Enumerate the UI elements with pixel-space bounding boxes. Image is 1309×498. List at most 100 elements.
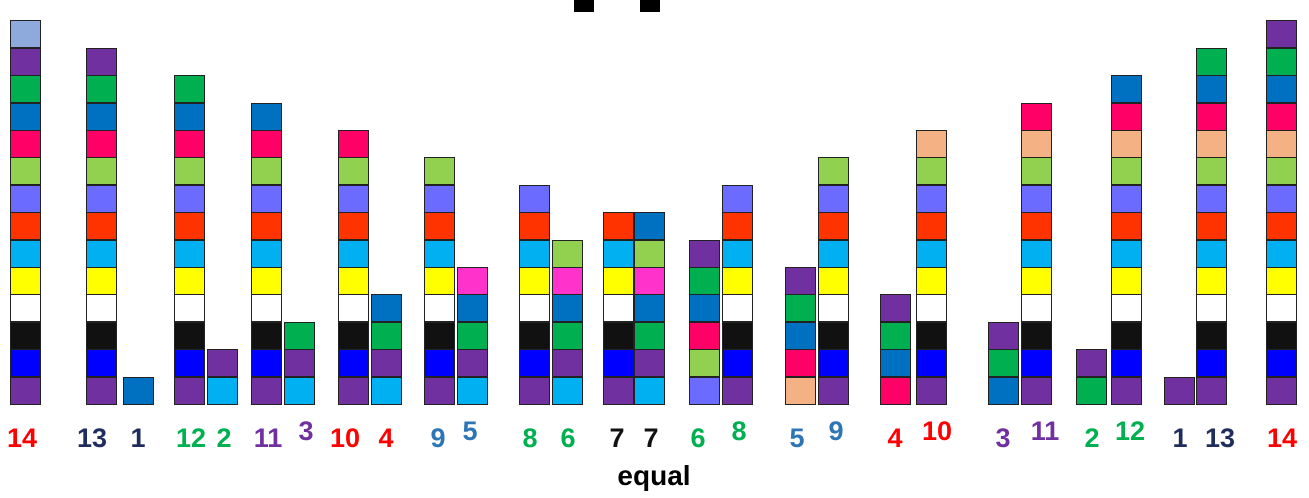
block-black	[1111, 321, 1142, 350]
block-periwinkle	[1021, 184, 1052, 213]
block-periwinkle	[1266, 184, 1297, 213]
block-green	[785, 294, 816, 323]
block-black	[338, 321, 369, 350]
block-blue	[1021, 349, 1052, 378]
stack-label: 4	[887, 423, 903, 453]
block-magenta	[634, 267, 665, 295]
block-periwinkle	[174, 184, 205, 213]
block-periwinkle	[10, 184, 41, 213]
block-red	[1196, 212, 1227, 241]
block-lightgreen	[338, 157, 369, 186]
block-white	[818, 294, 849, 323]
block-green	[689, 267, 720, 295]
block-cyan	[603, 239, 634, 268]
block-purple	[916, 376, 947, 405]
block-periwinkle	[519, 184, 550, 213]
block-blue	[818, 349, 849, 378]
block-black	[251, 321, 282, 350]
block-purple	[1164, 376, 1195, 405]
stack-label: 11	[253, 423, 283, 453]
block-black	[1266, 321, 1297, 350]
block-cyan	[371, 376, 402, 405]
block-lightgreen	[916, 157, 947, 186]
block-steelblue	[371, 294, 402, 323]
block-lightgreen	[634, 239, 665, 268]
block-purple	[988, 321, 1019, 350]
block-lightgreen	[251, 157, 282, 186]
block-pink	[689, 321, 720, 350]
stack-label: 5	[462, 416, 478, 446]
block-periwinkle	[86, 184, 117, 213]
block-black	[722, 321, 753, 350]
block-green	[1266, 47, 1297, 76]
block-purple	[552, 349, 583, 378]
block-purple	[519, 376, 550, 405]
block-purple	[603, 376, 634, 405]
block-lightgreen	[1196, 157, 1227, 186]
block-black	[10, 321, 41, 350]
block-purple	[785, 267, 816, 295]
block-black	[603, 321, 634, 350]
block-green	[880, 321, 911, 350]
block-lightgreen	[818, 157, 849, 186]
block-red	[424, 212, 455, 241]
block-purple	[1111, 376, 1142, 405]
block-pink	[174, 130, 205, 158]
block-steelblue	[174, 102, 205, 131]
stack-label: 8	[731, 416, 747, 446]
block-steelblue	[552, 294, 583, 323]
stack-label: 9	[828, 416, 844, 446]
block-white	[86, 294, 117, 323]
block-yellow	[86, 267, 117, 295]
stack-label: 10	[329, 423, 361, 453]
stack-label: 2	[1084, 423, 1100, 453]
block-purple	[207, 349, 238, 378]
block-yellow	[338, 267, 369, 295]
stack-label: 8	[522, 423, 538, 453]
block-pink	[1021, 102, 1052, 131]
block-yellow	[251, 267, 282, 295]
block-blue	[519, 349, 550, 378]
block-purple	[1266, 376, 1297, 405]
block-purple	[251, 376, 282, 405]
block-periwinkle	[689, 376, 720, 405]
block-white	[338, 294, 369, 323]
stack-label: 4	[378, 423, 394, 453]
block-yellow	[722, 267, 753, 295]
block-yellow	[1021, 267, 1052, 295]
block-lightgreen	[552, 239, 583, 268]
block-steelblue	[86, 102, 117, 131]
title-fragment-right	[640, 0, 660, 12]
block-black	[519, 321, 550, 350]
block-pink	[10, 130, 41, 158]
block-black	[1021, 321, 1052, 350]
block-steelblue	[251, 102, 282, 131]
block-cyan	[916, 239, 947, 268]
block-black	[916, 321, 947, 350]
block-purple	[284, 349, 315, 378]
block-red	[722, 212, 753, 241]
block-green	[552, 321, 583, 350]
block-purple	[634, 349, 665, 378]
block-lightblue	[10, 20, 41, 49]
block-pink	[86, 130, 117, 158]
block-white	[424, 294, 455, 323]
block-purple	[86, 376, 117, 405]
block-cyan	[284, 376, 315, 405]
block-red	[174, 212, 205, 241]
block-blue	[722, 349, 753, 378]
block-pink	[251, 130, 282, 158]
block-periwinkle	[424, 184, 455, 213]
block-peach	[916, 130, 947, 158]
stack-label: 9	[430, 423, 446, 453]
block-periwinkle	[722, 184, 753, 213]
block-black	[1196, 321, 1227, 350]
block-pink	[1266, 102, 1297, 131]
stack-label: 14	[1266, 423, 1298, 453]
stack-label: 5	[789, 423, 805, 453]
block-purple	[174, 376, 205, 405]
block-blue	[916, 349, 947, 378]
block-steelblue	[1266, 75, 1297, 104]
block-yellow	[916, 267, 947, 295]
block-peach	[1111, 130, 1142, 158]
